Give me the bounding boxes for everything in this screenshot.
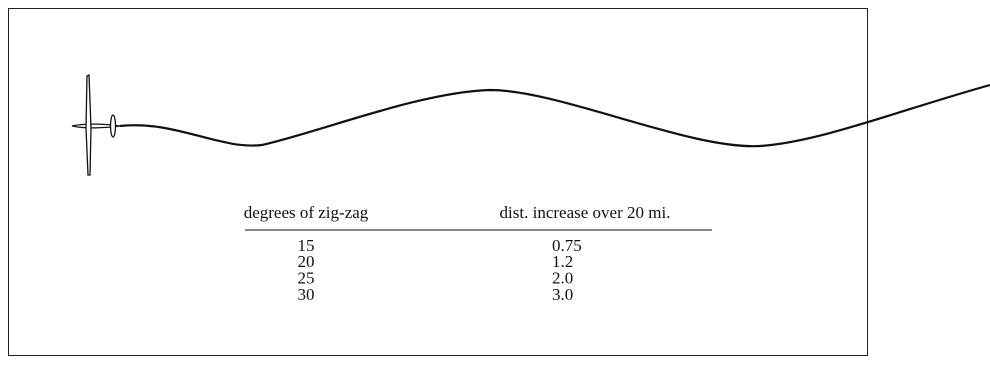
table-cell: 3.0 bbox=[552, 285, 573, 304]
glider-wing bbox=[86, 75, 91, 175]
glider-tail bbox=[111, 115, 116, 137]
diagram: degrees of zig-zag dist. increase over 2… bbox=[0, 0, 990, 362]
flight-path bbox=[120, 85, 990, 146]
column-header: dist. increase over 20 mi. bbox=[500, 203, 671, 222]
column-header: degrees of zig-zag bbox=[244, 203, 369, 222]
page: degrees of zig-zag dist. increase over 2… bbox=[0, 0, 990, 362]
glider bbox=[72, 75, 120, 175]
frame bbox=[9, 9, 868, 356]
table-cell: 30 bbox=[298, 285, 315, 304]
